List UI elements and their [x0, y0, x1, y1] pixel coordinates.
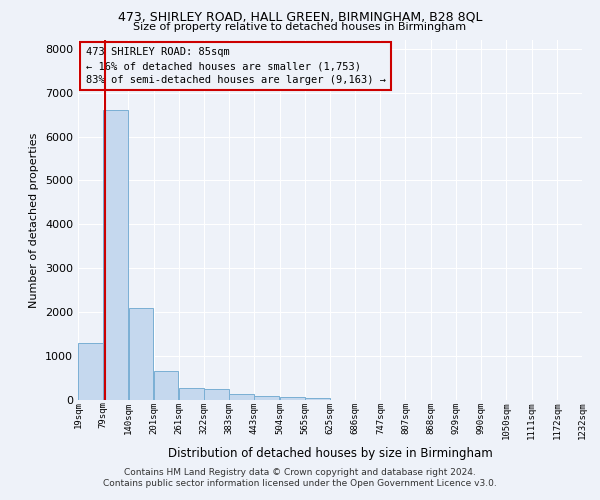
Bar: [204, 388, 229, 400]
Bar: [254, 396, 279, 400]
Bar: [179, 388, 203, 400]
Bar: [154, 372, 178, 400]
Bar: [280, 397, 305, 400]
Bar: [229, 394, 254, 400]
Bar: [103, 110, 128, 400]
Text: Size of property relative to detached houses in Birmingham: Size of property relative to detached ho…: [133, 22, 467, 32]
Bar: [78, 343, 103, 400]
Bar: [128, 308, 154, 400]
Bar: [305, 398, 329, 400]
Y-axis label: Number of detached properties: Number of detached properties: [29, 132, 40, 308]
Text: 473 SHIRLEY ROAD: 85sqm
← 16% of detached houses are smaller (1,753)
83% of semi: 473 SHIRLEY ROAD: 85sqm ← 16% of detache…: [86, 47, 386, 85]
Text: Contains HM Land Registry data © Crown copyright and database right 2024.
Contai: Contains HM Land Registry data © Crown c…: [103, 468, 497, 487]
X-axis label: Distribution of detached houses by size in Birmingham: Distribution of detached houses by size …: [167, 448, 493, 460]
Text: 473, SHIRLEY ROAD, HALL GREEN, BIRMINGHAM, B28 8QL: 473, SHIRLEY ROAD, HALL GREEN, BIRMINGHA…: [118, 11, 482, 24]
